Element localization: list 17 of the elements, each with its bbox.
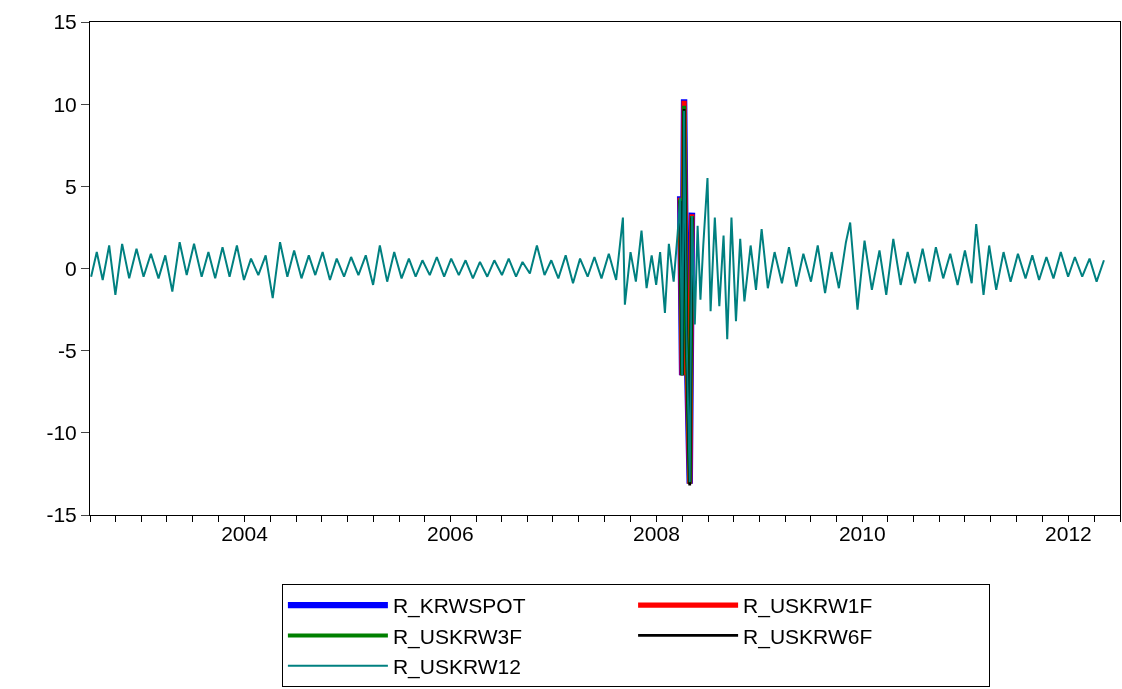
x-tick-label: 2008: [633, 522, 680, 546]
y-tick-label: -5: [58, 339, 77, 363]
x-tick-label: 2006: [426, 522, 474, 546]
legend-label: R_USKRW3F: [392, 624, 523, 649]
x-tick-label: 2010: [838, 522, 886, 546]
y-tick-label: -15: [46, 503, 77, 527]
legend-label: R_USKRW6F: [743, 624, 873, 649]
x-tick-label: 2004: [221, 522, 269, 546]
x-tick-label: 2012: [1045, 522, 1092, 546]
y-tick-label: 15: [53, 10, 77, 34]
y-tick-label: 10: [53, 92, 77, 116]
y-tick-label: 5: [65, 174, 77, 198]
legend-label: R_USKRW12: [392, 654, 521, 679]
y-tick-label: -10: [46, 421, 77, 445]
legend-label: R_USKRW1F: [743, 594, 873, 619]
legend-label: R_KRWSPOT: [392, 594, 526, 619]
y-tick-label: 0: [65, 256, 77, 280]
